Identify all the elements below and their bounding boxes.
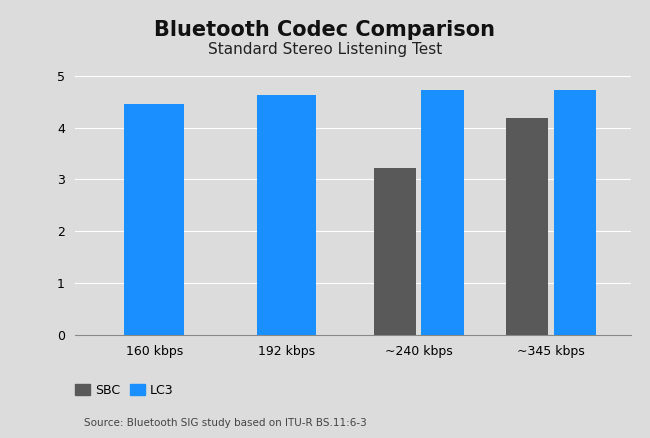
Text: Bluetooth Codec Comparison: Bluetooth Codec Comparison — [155, 20, 495, 40]
Bar — [554, 90, 596, 335]
Legend: SBC, LC3: SBC, LC3 — [70, 379, 179, 402]
Bar — [257, 95, 317, 335]
Bar — [374, 168, 416, 335]
Bar — [506, 118, 549, 335]
Bar — [421, 90, 464, 335]
Text: Standard Stereo Listening Test: Standard Stereo Listening Test — [208, 42, 442, 57]
Bar — [124, 104, 184, 335]
Text: Source: Bluetooth SIG study based on ITU-R BS.11:6-3: Source: Bluetooth SIG study based on ITU… — [84, 418, 367, 428]
